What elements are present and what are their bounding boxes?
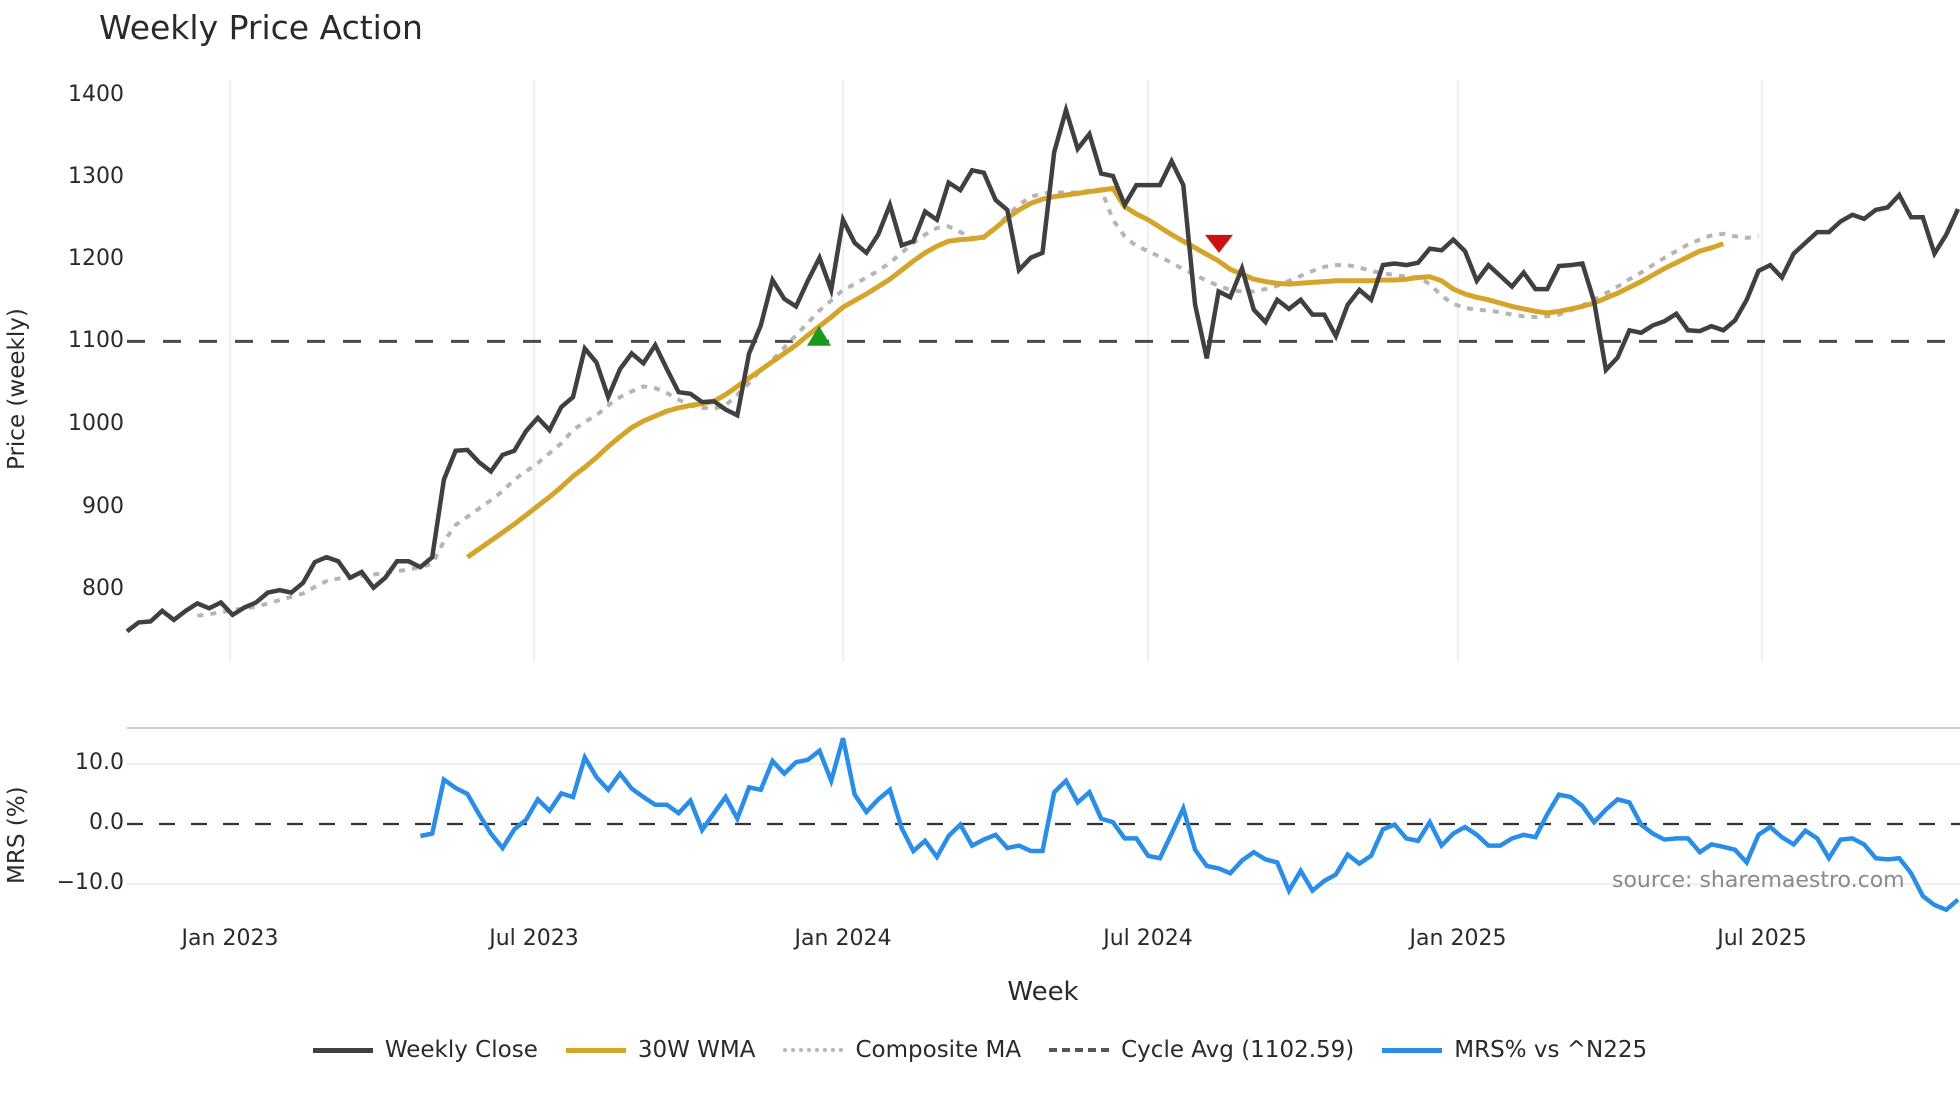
mrs-line [419,737,1960,913]
legend-label: 30W WMA [637,1037,756,1063]
price-tick-900: 900 [82,494,124,519]
price-gridlines [229,80,1763,662]
legend-label: Composite MA [855,1037,1022,1063]
composite-ma-line [197,186,1759,618]
legend-swatch-dashed-icon [1049,1048,1110,1052]
legend-item-30w-wma[interactable]: 30W WMA [565,1037,756,1063]
price-tick-1100: 1100 [68,328,124,353]
price-tick-1400: 1400 [68,82,124,107]
legend-swatch-solid-dark-icon [312,1047,373,1053]
legend-item-mrs[interactable]: MRS% vs ^N225 [1382,1037,1647,1063]
legend-label: Weekly Close [384,1037,538,1063]
mrs-tick-0: 0.0 [89,810,124,835]
price-tick-800: 800 [82,576,124,601]
mrs-gridlines [127,763,1960,885]
wma-30w-line [465,185,1725,560]
mrs-tick-neg10: −10.0 [56,870,124,895]
legend-label: Cycle Avg (1102.59) [1121,1037,1355,1063]
x-tick-jul-2025: Jul 2025 [1717,926,1807,951]
x-tick-jul-2024: Jul 2024 [1103,926,1193,951]
legend-swatch-solid-gold-icon [565,1047,626,1053]
price-tick-1300: 1300 [68,164,124,189]
legend: Weekly Close 30W WMA Composite MA Cycle … [0,1037,1960,1063]
x-tick-jan-2025: Jan 2025 [1409,926,1507,951]
legend-item-composite-ma[interactable]: Composite MA [783,1037,1021,1063]
mrs-tick-10: 10.0 [75,750,124,775]
legend-swatch-solid-blue-icon [1382,1047,1443,1053]
x-tick-jul-2023: Jul 2023 [489,926,579,951]
source-note: source: sharemaestro.com [1612,868,1905,893]
buy-signal-triangle-up-icon [807,325,831,346]
weekly-close-line [125,101,1960,634]
legend-item-cycle-avg[interactable]: Cycle Avg (1102.59) [1049,1037,1354,1063]
x-tick-jan-2023: Jan 2023 [181,926,279,951]
legend-label: MRS% vs ^N225 [1454,1037,1648,1063]
legend-swatch-dotted-gray-icon [783,1048,844,1052]
chart-title: Weekly Price Action [99,8,423,47]
x-axis-label: Week [1007,977,1079,1007]
legend-item-weekly-close[interactable]: Weekly Close [312,1037,538,1063]
price-tick-1200: 1200 [68,246,124,271]
price-tick-1000: 1000 [68,411,124,436]
sell-signal-triangle-down-icon [1205,234,1233,253]
x-tick-jan-2024: Jan 2024 [794,926,892,951]
